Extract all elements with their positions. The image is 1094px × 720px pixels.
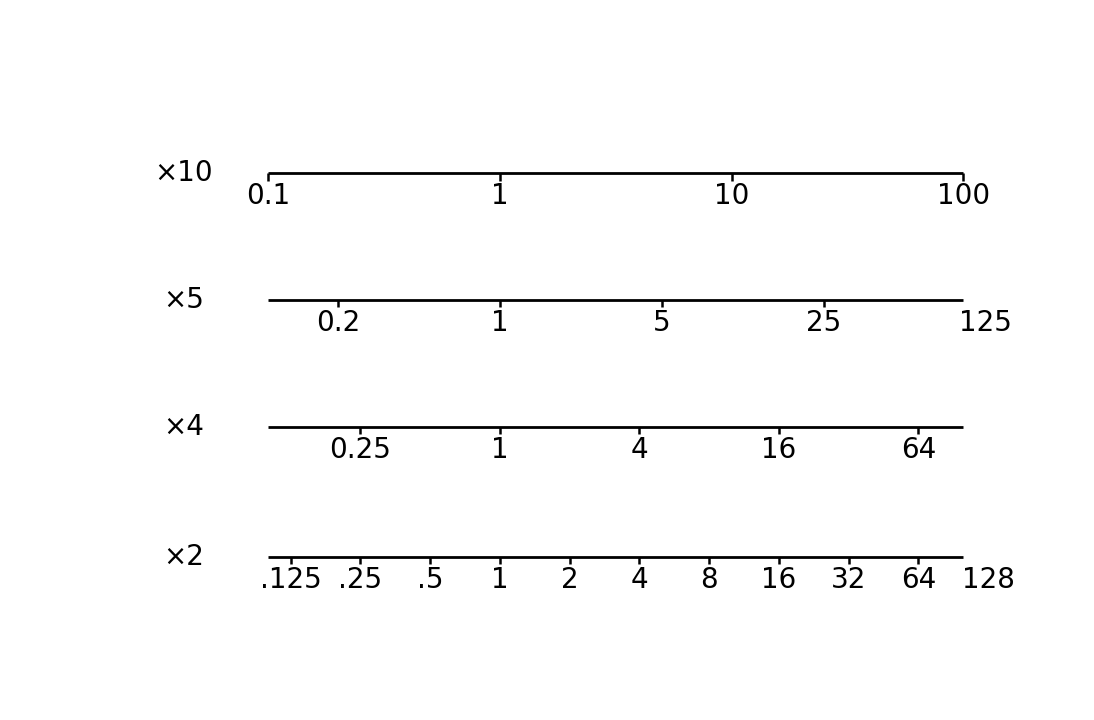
Text: 0.2: 0.2 [316, 309, 360, 337]
Text: 16: 16 [761, 566, 796, 593]
Text: 4: 4 [630, 566, 649, 593]
Text: 1: 1 [491, 436, 509, 464]
Text: 1: 1 [491, 182, 509, 210]
Text: 1: 1 [491, 309, 509, 337]
Text: .125: .125 [259, 566, 322, 593]
Text: ×10: ×10 [154, 159, 212, 187]
Text: 5: 5 [653, 309, 671, 337]
Text: 8: 8 [700, 566, 718, 593]
Text: ×4: ×4 [163, 413, 203, 441]
Text: 1: 1 [491, 566, 509, 593]
Text: ×5: ×5 [163, 286, 203, 314]
Text: 0.1: 0.1 [246, 182, 290, 210]
Text: 125: 125 [959, 309, 1012, 337]
Text: ×2: ×2 [163, 543, 203, 571]
Text: 4: 4 [630, 436, 649, 464]
Text: 100: 100 [936, 182, 990, 210]
Text: 10: 10 [714, 182, 749, 210]
Text: 2: 2 [561, 566, 579, 593]
Text: .25: .25 [338, 566, 383, 593]
Text: 64: 64 [900, 436, 936, 464]
Text: 128: 128 [962, 566, 1015, 593]
Text: 25: 25 [806, 309, 841, 337]
Text: 32: 32 [831, 566, 866, 593]
Text: 64: 64 [900, 566, 936, 593]
Text: .5: .5 [417, 566, 443, 593]
Text: 16: 16 [761, 436, 796, 464]
Text: 0.25: 0.25 [329, 436, 392, 464]
